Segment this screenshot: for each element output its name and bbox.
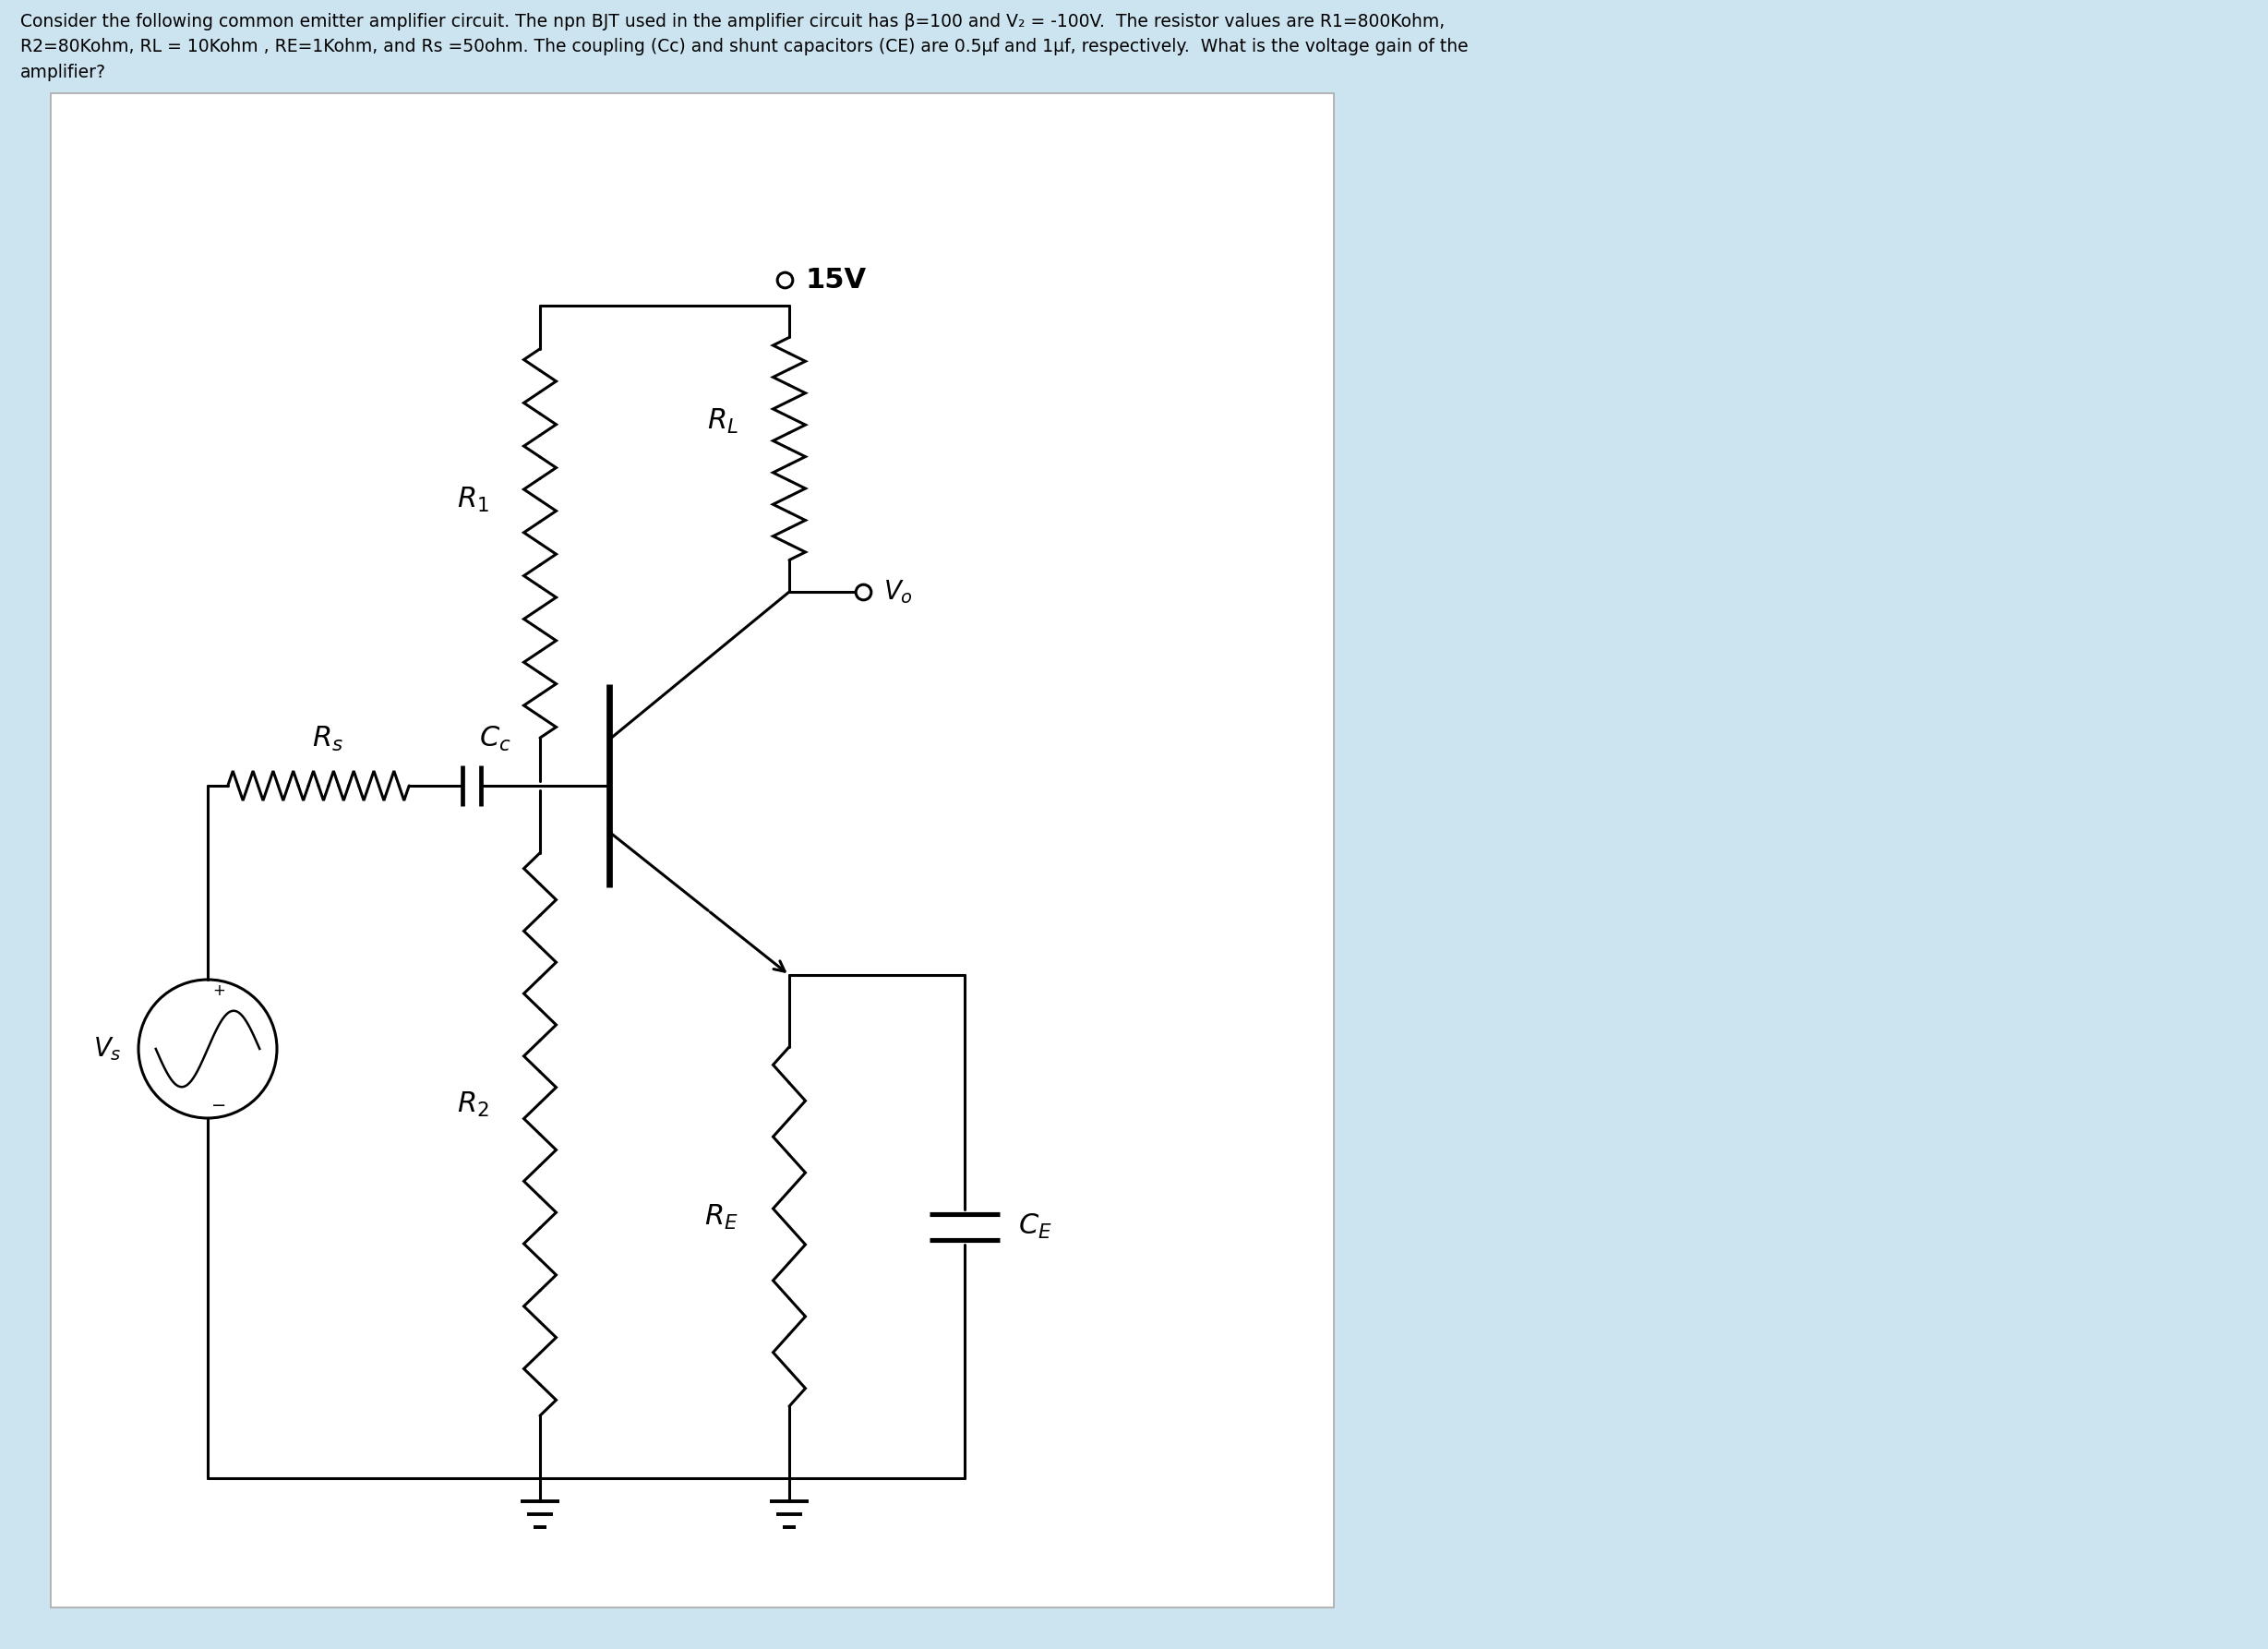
Text: $R_2$: $R_2$ [458, 1090, 490, 1118]
Text: $V_o$: $V_o$ [882, 579, 914, 605]
Text: $R_1$: $R_1$ [458, 485, 490, 514]
Text: −: − [211, 1097, 227, 1115]
Text: $R_L$: $R_L$ [708, 407, 739, 435]
Text: 15V: 15V [805, 267, 866, 294]
Text: $R_s$: $R_s$ [313, 724, 342, 754]
Text: $R_E$: $R_E$ [705, 1204, 739, 1232]
Text: Consider the following common emitter amplifier circuit. The npn BJT used in the: Consider the following common emitter am… [20, 13, 1467, 81]
Text: $C_c$: $C_c$ [479, 724, 510, 754]
Text: +: + [213, 983, 225, 999]
Text: $C_E$: $C_E$ [1018, 1212, 1052, 1242]
Text: $V_s$: $V_s$ [93, 1036, 122, 1062]
FancyBboxPatch shape [50, 94, 1334, 1608]
